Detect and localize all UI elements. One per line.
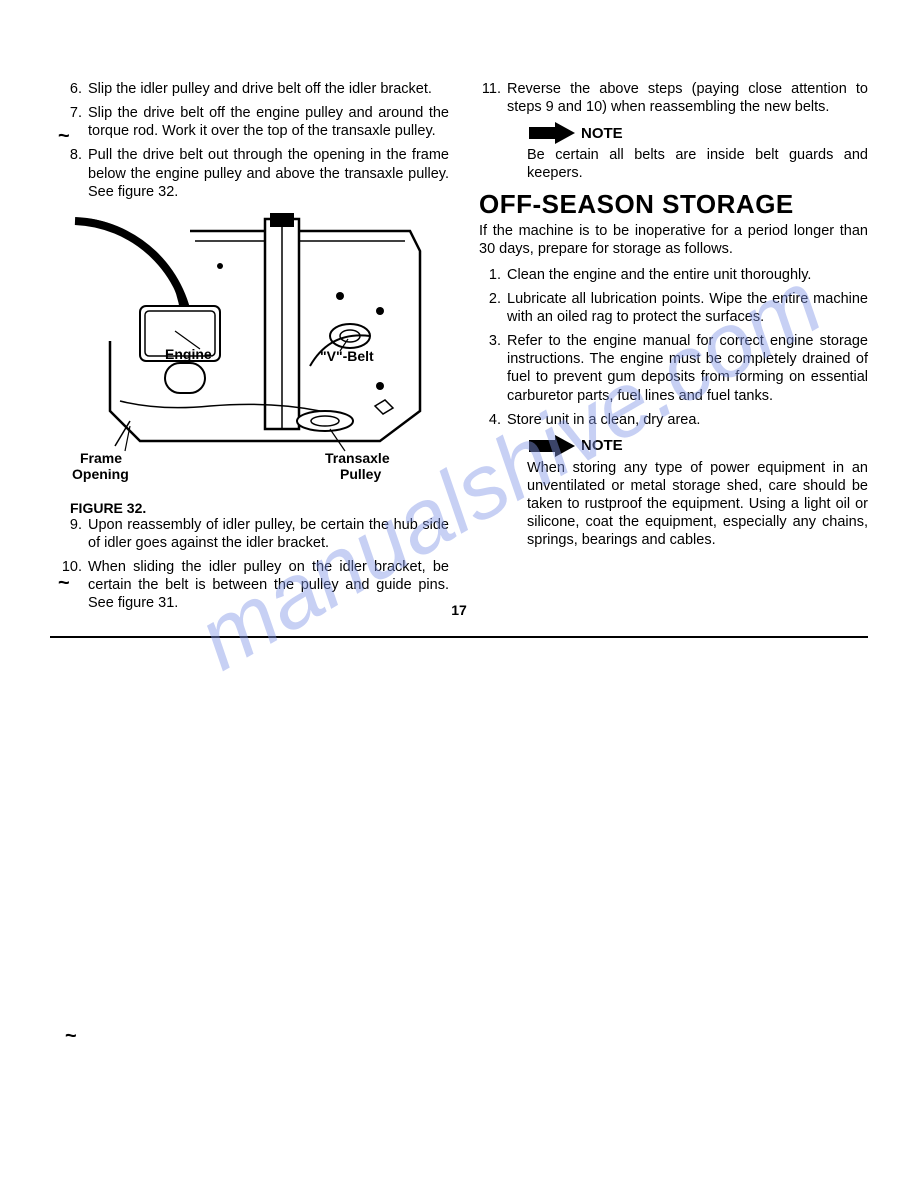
label-pulley: Pulley: [340, 466, 381, 482]
step-text: Slip the drive belt off the engine pulle…: [88, 104, 449, 140]
step-9: 9. Upon reassembly of idler pulley, be c…: [60, 516, 449, 552]
step-number: 3.: [479, 332, 507, 405]
step-number: 11.: [479, 80, 507, 116]
step-number: 9.: [60, 516, 88, 552]
section-intro: If the machine is to be inoperative for …: [479, 222, 868, 258]
arrow-icon: [527, 435, 577, 457]
step-text: Upon reassembly of idler pulley, be cert…: [88, 516, 449, 552]
figure-caption: FIGURE 32.: [70, 500, 449, 516]
figure-32-illustration: Engine "V"-Belt Frame Opening Transaxle …: [70, 211, 440, 491]
scan-mark: ~: [65, 1025, 77, 1048]
step-number: 4.: [479, 411, 507, 429]
note-text: When storing any type of power equipment…: [527, 459, 868, 550]
step-number: 8.: [60, 146, 88, 200]
step-11: 11. Reverse the above steps (paying clos…: [479, 80, 868, 116]
step-10: 10. When sliding the idler pulley on the…: [60, 558, 449, 612]
storage-1: 1. Clean the engine and the entire unit …: [479, 266, 868, 284]
note-text: Be certain all belts are inside belt gua…: [527, 146, 868, 182]
label-opening: Opening: [72, 466, 129, 482]
storage-2: 2. Lubricate all lubrication points. Wip…: [479, 290, 868, 326]
page-number: 17: [451, 602, 467, 618]
label-engine: Engine: [165, 346, 212, 362]
step-6: 6. Slip the idler pulley and drive belt …: [60, 80, 449, 98]
note-label: NOTE: [581, 125, 623, 142]
left-column: 6. Slip the idler pulley and drive belt …: [60, 80, 449, 618]
step-text: Refer to the engine manual for correct e…: [507, 332, 868, 405]
scan-mark: ~: [58, 572, 70, 595]
step-text: Reverse the above steps (paying close at…: [507, 80, 868, 116]
note-1: NOTE Be certain all belts are inside bel…: [527, 122, 868, 182]
right-column: 11. Reverse the above steps (paying clos…: [479, 80, 868, 618]
label-transaxle: Transaxle: [325, 450, 390, 466]
scan-mark: ~: [58, 125, 70, 148]
step-8: 8. Pull the drive belt out through the o…: [60, 146, 449, 200]
step-number: 6.: [60, 80, 88, 98]
step-7: 7. Slip the drive belt off the engine pu…: [60, 104, 449, 140]
figure-32: Engine "V"-Belt Frame Opening Transaxle …: [60, 211, 449, 496]
storage-4: 4. Store unit in a clean, dry area.: [479, 411, 868, 429]
step-text: Slip the idler pulley and drive belt off…: [88, 80, 449, 98]
step-text: Lubricate all lubrication points. Wipe t…: [507, 290, 868, 326]
step-number: 1.: [479, 266, 507, 284]
step-number: 2.: [479, 290, 507, 326]
note-2: NOTE When storing any type of power equi…: [527, 435, 868, 550]
step-text: Pull the drive belt out through the open…: [88, 146, 449, 200]
label-vbelt: "V"-Belt: [320, 348, 374, 364]
step-text: Store unit in a clean, dry area.: [507, 411, 868, 429]
label-frame: Frame: [80, 450, 122, 466]
arrow-icon: [527, 122, 577, 144]
step-text: When sliding the idler pulley on the idl…: [88, 558, 449, 612]
section-heading: OFF-SEASON STORAGE: [479, 189, 868, 220]
note-label: NOTE: [581, 437, 623, 454]
storage-3: 3. Refer to the engine manual for correc…: [479, 332, 868, 405]
bottom-rule: [50, 636, 868, 638]
step-text: Clean the engine and the entire unit tho…: [507, 266, 868, 284]
